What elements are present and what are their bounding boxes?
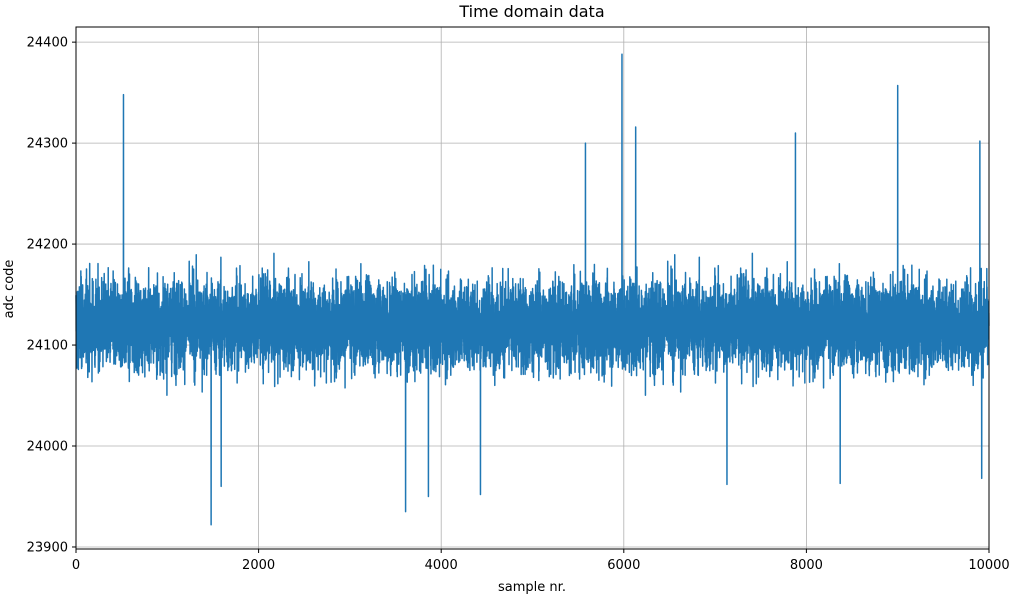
x-tick-label: 6000 bbox=[607, 558, 640, 573]
x-tick-label: 4000 bbox=[425, 558, 458, 573]
y-tick-label: 24400 bbox=[27, 36, 68, 51]
plot-frame bbox=[75, 26, 990, 550]
x-tick-label: 8000 bbox=[790, 558, 823, 573]
x-axis-label: sample nr. bbox=[498, 580, 566, 595]
x-tick-label: 10000 bbox=[968, 558, 1009, 573]
ticks: 0 2000 4000 6000 8000 10000 23900 24000 24100 242… bbox=[27, 36, 1010, 573]
y-tick-label: 24100 bbox=[27, 339, 68, 354]
series-line bbox=[75, 53, 990, 526]
y-tick-label: 24200 bbox=[27, 238, 68, 253]
y-tick-label: 24000 bbox=[27, 440, 68, 455]
x-tick-label: 0 bbox=[72, 558, 80, 573]
y-tick-label: 24300 bbox=[27, 137, 68, 152]
chart-title: Time domain data bbox=[458, 2, 604, 21]
series-group bbox=[75, 53, 990, 526]
x-tick-label: 2000 bbox=[242, 558, 275, 573]
y-axis-label: adc code bbox=[2, 260, 17, 319]
y-tick-label: 23900 bbox=[27, 540, 68, 555]
